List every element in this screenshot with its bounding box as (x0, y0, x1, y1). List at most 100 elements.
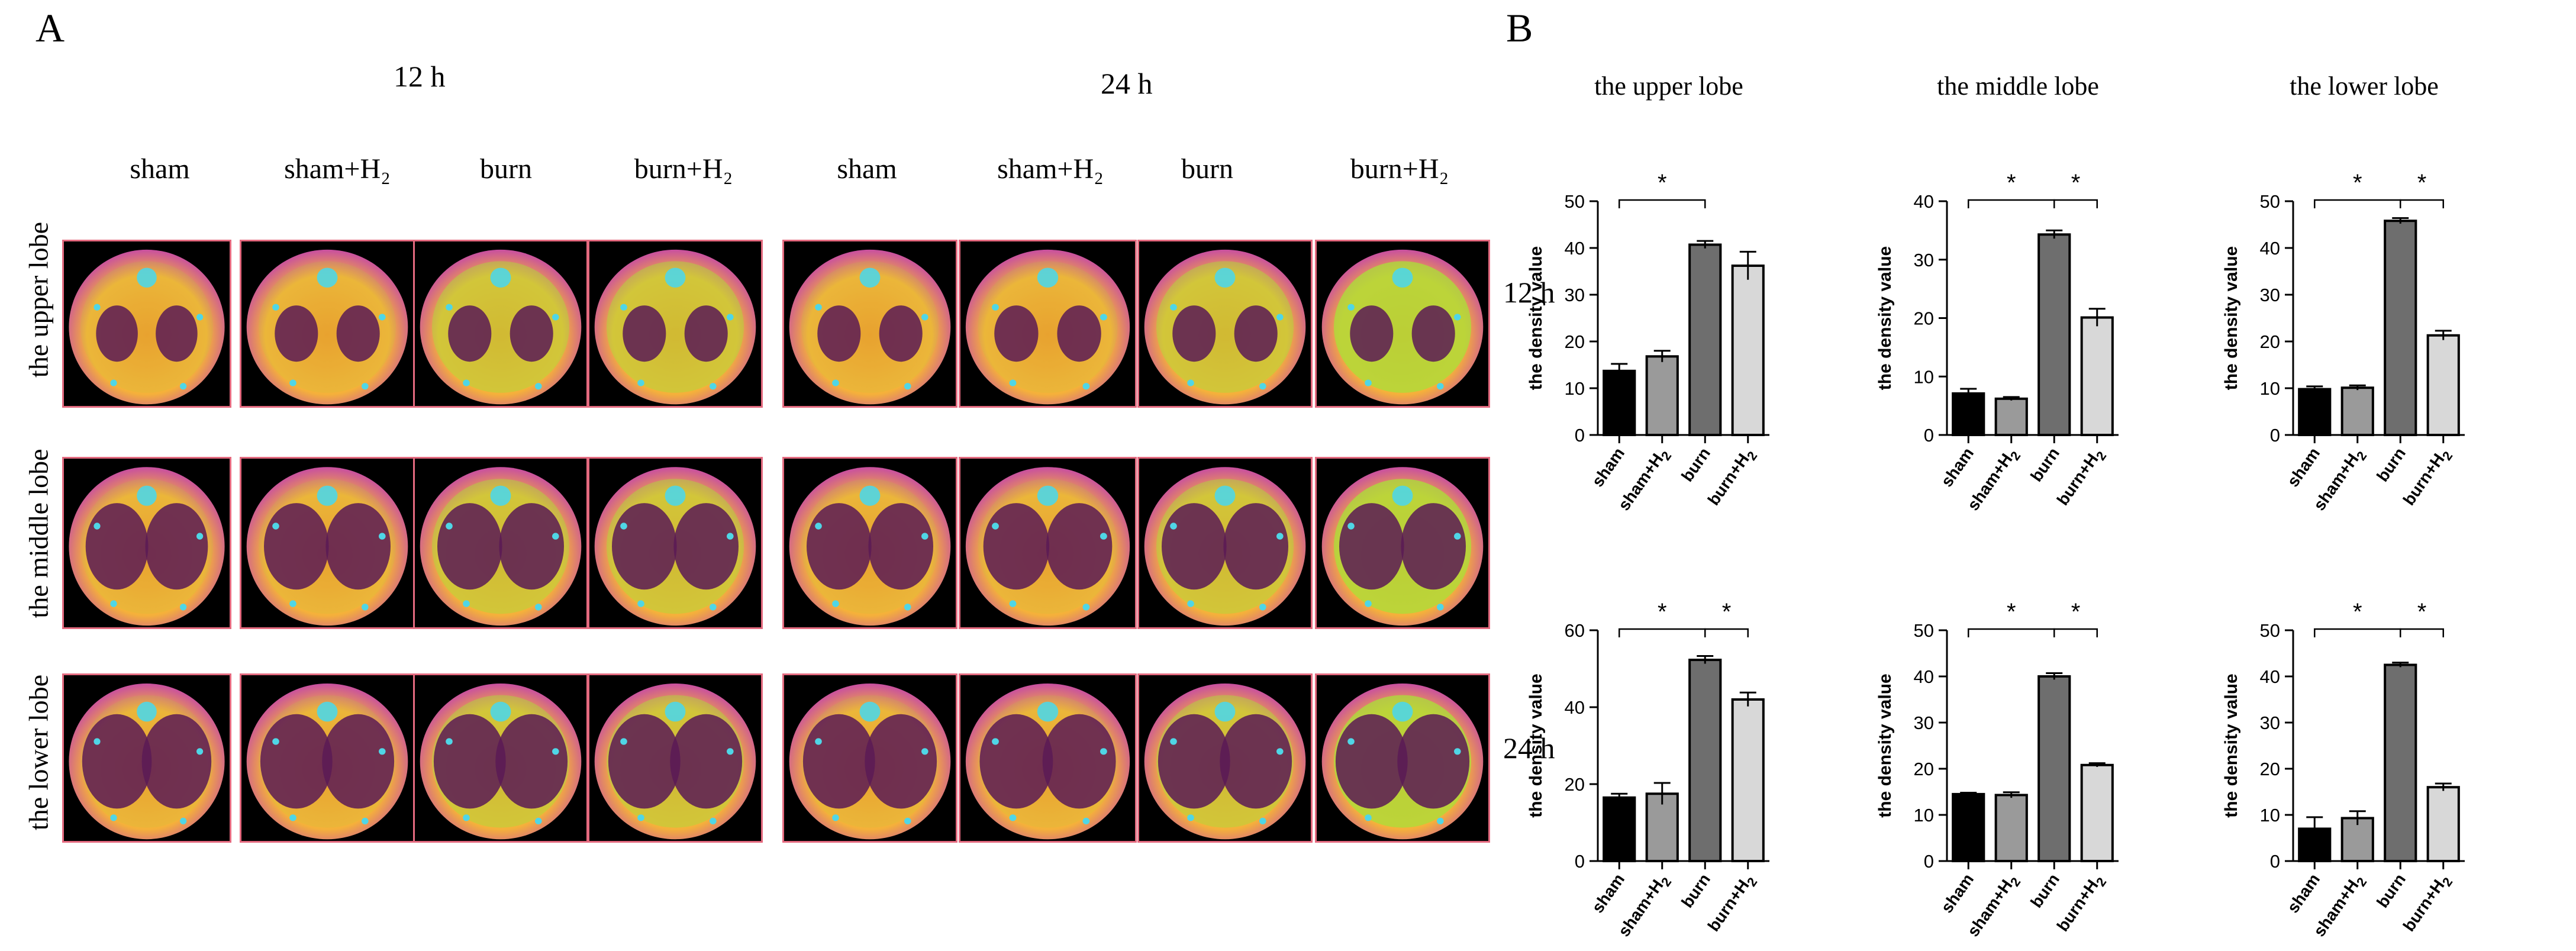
col-label-12h-sham: sham (130, 153, 190, 185)
ct-scan-middle-12h-burn (413, 457, 588, 629)
y-tick-label: 20 (1914, 308, 1934, 329)
x-tick-label-sham: sham (2284, 444, 2323, 491)
panel-a-time-24h: 24 h (1101, 67, 1153, 100)
ct-scan-lower-12h-sham (62, 673, 231, 843)
ct-scan-middle-24h-sham (782, 457, 957, 629)
chart-2: the middle lobe 0 10 20 30 40 the density valu… (1875, 72, 2119, 514)
bar-burn-h2 (1731, 698, 1765, 862)
significance-bracket (2400, 199, 2444, 208)
y-tick-label: 0 (1575, 425, 1585, 446)
col-label-24h-sham-h2: sham+H₂ (997, 153, 1104, 185)
ct-scan-upper-12h-burn (413, 240, 588, 408)
significance-bracket (1619, 628, 1706, 637)
y-tick-label: 20 (2260, 331, 2280, 352)
y-tick-label: 50 (2260, 620, 2280, 641)
col-label-24h-sham: sham (837, 153, 897, 185)
bar-burn-h2 (1731, 265, 1765, 436)
significance-star: * (1722, 599, 1732, 625)
bar-burn (2384, 220, 2417, 436)
significance-star: * (1658, 599, 1667, 625)
chart-title-the-upper-lobe-12h: the upper lobe (1594, 72, 1743, 101)
y-tick-label: 30 (1914, 250, 1934, 270)
ct-scan-middle-12h-sham (62, 457, 231, 629)
y-tick-label: 0 (2270, 425, 2280, 446)
ct-scan-lower-12h-burn (413, 673, 588, 843)
ct-scan-lower-12h-sham-h2 (240, 673, 415, 843)
x-tick-label-sham: sham (1588, 871, 1628, 917)
significance-star: * (2007, 170, 2016, 196)
ct-scan-middle-12h-burn-h2 (588, 457, 763, 629)
y-tick-label: 50 (1565, 191, 1585, 212)
bar-burn (2384, 663, 2417, 862)
y-tick-label: 40 (2260, 666, 2280, 687)
bar-burn-h2 (2080, 763, 2114, 863)
ct-scan-upper-12h-sham (62, 240, 231, 408)
chart-3: the lower lobe 0 10 20 30 40 50 the density val… (2222, 72, 2465, 514)
chart-1: the upper lobe 0 10 20 30 40 50 the density val… (1526, 72, 1769, 514)
y-tick-label: 10 (2260, 805, 2280, 826)
ct-scan-middle-24h-sham-h2 (959, 457, 1137, 629)
y-axis-label: the density value (1526, 246, 1546, 390)
ct-scan-lower-12h-burn-h2 (588, 673, 763, 843)
significance-star: * (1658, 170, 1667, 196)
ct-scan-upper-12h-sham-h2 (240, 240, 415, 408)
x-tick-label-sham: sham (1588, 444, 1628, 491)
x-tick-label-burn: burn (1678, 444, 1714, 485)
y-tick-label: 40 (1565, 697, 1585, 718)
bar-sham (1952, 392, 1985, 437)
col-label-12h-sham-h2: sham+H₂ (284, 153, 391, 185)
significance-bracket (2400, 628, 2444, 637)
significance-star: * (2417, 170, 2427, 196)
col-label-24h-burn: burn (1181, 153, 1233, 185)
y-tick-label: 0 (2270, 851, 2280, 872)
significance-bracket (1968, 199, 2055, 208)
ct-scan-middle-24h-burn-h2 (1315, 457, 1490, 629)
x-tick-label-burn: burn (2027, 444, 2063, 485)
x-tick-label-burn: burn (2373, 871, 2409, 911)
ct-scan-upper-24h-sham-h2 (959, 240, 1137, 408)
y-axis-label: the density value (1526, 673, 1546, 817)
significance-bracket (2053, 628, 2098, 637)
bar-burn (1688, 659, 1722, 863)
ct-scan-upper-12h-burn-h2 (588, 240, 763, 408)
x-tick-label-sham: sham (2284, 871, 2323, 917)
bar-sham-h2 (1994, 397, 2028, 437)
y-tick-label: 30 (2260, 713, 2280, 733)
y-tick-label: 40 (1914, 666, 1934, 687)
y-tick-label: 40 (1565, 238, 1585, 259)
y-tick-label: 0 (1924, 425, 1934, 446)
y-tick-label: 30 (2260, 285, 2280, 305)
significance-star: * (2353, 170, 2362, 196)
col-label-12h-burn-h2: burn+H₂ (634, 153, 733, 185)
bar-burn-h2 (2426, 786, 2460, 862)
significance-bracket (2314, 628, 2401, 637)
panel-b-letter: B (1506, 5, 1533, 50)
y-tick-label: 20 (2260, 759, 2280, 779)
significance-bracket (1619, 199, 1706, 208)
y-tick-label: 40 (2260, 238, 2280, 259)
ct-scan-lower-24h-burn-h2 (1315, 673, 1490, 843)
y-tick-label: 10 (1914, 805, 1934, 826)
chart-title-the-lower-lobe-12h: the lower lobe (2290, 72, 2439, 101)
col-label-12h-burn: burn (480, 153, 532, 185)
significance-star: * (2071, 599, 2081, 625)
y-tick-label: 0 (1924, 851, 1934, 872)
panel-a-letter: A (36, 5, 65, 50)
y-tick-label: 20 (1914, 759, 1934, 779)
ct-scan-lower-24h-sham-h2 (959, 673, 1137, 843)
y-axis-label: the density value (2222, 246, 2241, 390)
ct-scan-middle-12h-sham-h2 (240, 457, 415, 629)
col-label-24h-burn-h2: burn+H₂ (1350, 153, 1449, 185)
y-tick-label: 50 (1914, 620, 1934, 641)
significance-star: * (2417, 599, 2427, 625)
y-tick-label: 30 (1565, 285, 1585, 305)
bar-sham-h2 (2340, 386, 2374, 437)
bar-sham (1952, 792, 1985, 863)
row-time-12h: 12 h (1503, 276, 1555, 309)
y-axis-label: the density value (2222, 673, 2241, 817)
x-tick-label-sham: sham (1937, 444, 1977, 491)
ct-scan-upper-24h-burn (1137, 240, 1313, 408)
bar-burn-h2 (2080, 316, 2114, 437)
